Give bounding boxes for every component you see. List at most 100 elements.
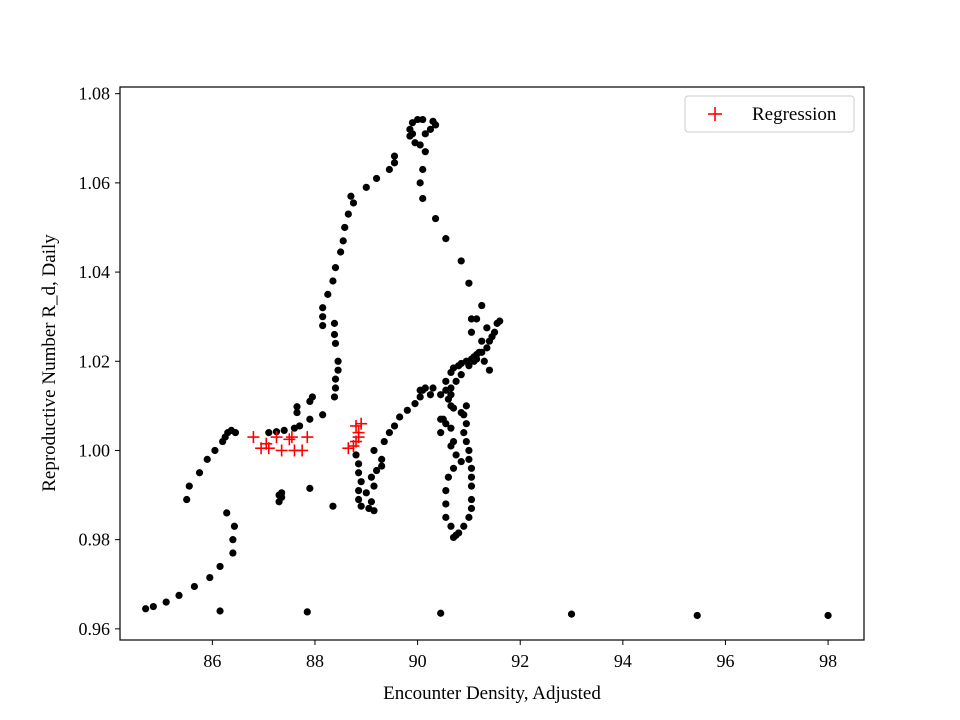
data-point (370, 482, 378, 490)
data-point (293, 408, 301, 417)
data-point (416, 141, 424, 149)
data-point (429, 384, 437, 392)
x-tick-label: 96 (716, 651, 734, 671)
y-tick-label: 1.02 (79, 351, 111, 371)
series-scatter-points (142, 115, 832, 620)
data-point (334, 357, 342, 365)
data-point (334, 366, 342, 374)
regression-point (283, 433, 296, 446)
data-point (462, 437, 470, 446)
data-point (280, 426, 288, 434)
data-point (331, 375, 340, 383)
data-point (467, 482, 476, 490)
data-point (429, 117, 437, 125)
data-point (190, 582, 198, 591)
y-tick-label: 0.96 (79, 619, 111, 639)
data-point (414, 115, 422, 124)
data-point (465, 513, 473, 521)
data-point (421, 130, 429, 138)
regression-point (285, 431, 298, 444)
regression-point (350, 419, 363, 432)
data-point (439, 415, 447, 423)
data-point (483, 324, 491, 332)
data-point (442, 487, 450, 495)
data-point (229, 536, 237, 544)
data-point (378, 462, 386, 470)
data-point (347, 192, 355, 200)
x-tick-label: 88 (306, 651, 324, 671)
y-tick-label: 1.06 (79, 173, 111, 193)
data-point (467, 473, 476, 481)
data-point (457, 408, 465, 417)
data-point (419, 115, 427, 124)
data-point (480, 357, 488, 365)
data-point (465, 455, 473, 463)
data-point (319, 321, 327, 330)
data-point (293, 403, 301, 411)
regression-point (342, 442, 355, 455)
y-tick-label: 1.08 (79, 84, 111, 104)
data-point (390, 152, 399, 160)
data-point (331, 264, 340, 272)
regression-point (355, 417, 368, 430)
legend-marker-regression (708, 107, 722, 121)
data-point (467, 464, 476, 472)
regression-point (275, 444, 288, 457)
regression-point (247, 431, 260, 444)
data-point (341, 223, 349, 232)
data-point (465, 362, 473, 370)
data-point (467, 495, 476, 504)
data-point (354, 469, 363, 477)
data-point (331, 384, 340, 392)
plot-frame (119, 86, 865, 641)
y-tick-label: 0.98 (79, 530, 111, 550)
data-point (460, 429, 468, 437)
data-point (411, 400, 419, 408)
data-point (329, 277, 337, 285)
data-point (462, 420, 470, 428)
data-point (437, 391, 445, 399)
data-point (444, 473, 452, 481)
data-point (370, 507, 378, 515)
regression-point (270, 431, 283, 444)
data-point (390, 159, 399, 167)
data-point (403, 406, 411, 414)
data-point (183, 495, 191, 504)
data-point (465, 279, 473, 287)
data-point (462, 402, 470, 410)
data-point (349, 199, 358, 207)
data-point (442, 377, 450, 385)
data-point (693, 611, 701, 620)
data-point (478, 301, 486, 310)
data-point (380, 437, 388, 446)
data-point (216, 562, 224, 571)
data-point (357, 478, 365, 486)
data-point (447, 442, 455, 450)
data-point (455, 529, 463, 537)
regression-point (352, 426, 365, 439)
data-point (485, 366, 494, 374)
data-point (467, 328, 476, 336)
data-point (319, 411, 327, 419)
data-point (378, 455, 386, 463)
y-axis-ticks: 0.96 0.98 1.00 1.02 1.04 1.06 1.08 (79, 84, 120, 639)
data-point (490, 328, 499, 336)
data-point (452, 377, 460, 385)
data-point (478, 348, 486, 356)
data-point (339, 237, 347, 245)
y-axis-label: Reproductive Number R_d, Daily (39, 234, 60, 492)
data-point (344, 210, 352, 218)
data-point (329, 502, 337, 510)
data-point (385, 429, 393, 437)
data-point (308, 393, 317, 401)
data-point (447, 522, 455, 530)
legend-box (684, 95, 855, 133)
data-point (142, 605, 150, 613)
data-point (223, 509, 231, 517)
x-tick-label: 92 (511, 651, 529, 671)
data-point (421, 148, 429, 156)
data-point (230, 522, 239, 530)
data-point (149, 602, 157, 611)
data-point (278, 489, 286, 497)
